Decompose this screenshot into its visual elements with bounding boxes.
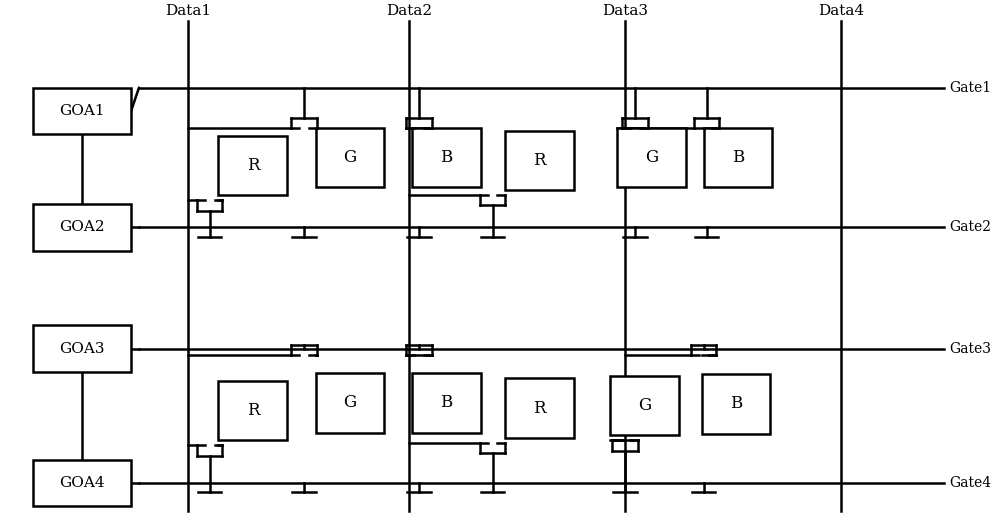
Text: G: G — [645, 149, 658, 166]
Text: G: G — [638, 397, 651, 414]
Text: Data3: Data3 — [602, 4, 648, 18]
Bar — [505, 378, 574, 438]
Bar — [505, 131, 574, 190]
Text: Data1: Data1 — [165, 4, 211, 18]
Text: B: B — [440, 149, 452, 166]
Bar — [218, 135, 287, 195]
Text: Data4: Data4 — [818, 4, 864, 18]
Text: Gate1: Gate1 — [949, 81, 991, 95]
Bar — [702, 374, 770, 434]
Text: B: B — [732, 149, 744, 166]
Bar — [316, 128, 384, 187]
Text: GOA1: GOA1 — [59, 104, 105, 118]
Bar — [33, 88, 131, 134]
Text: R: R — [247, 157, 259, 174]
Text: Gate2: Gate2 — [949, 220, 991, 234]
Bar — [704, 128, 772, 187]
Bar — [412, 128, 481, 187]
Text: B: B — [440, 394, 452, 412]
Bar — [617, 128, 686, 187]
Bar — [316, 373, 384, 433]
Bar — [610, 376, 679, 435]
Text: G: G — [344, 394, 357, 412]
Text: R: R — [247, 402, 259, 419]
Text: B: B — [730, 395, 742, 413]
Text: GOA2: GOA2 — [59, 220, 105, 234]
Bar — [33, 325, 131, 372]
Bar — [33, 204, 131, 251]
Bar — [33, 460, 131, 506]
Bar — [218, 381, 287, 440]
Bar — [412, 373, 481, 433]
Text: R: R — [533, 152, 546, 169]
Text: R: R — [533, 400, 546, 416]
Text: GOA3: GOA3 — [59, 342, 105, 356]
Text: Gate3: Gate3 — [949, 342, 991, 356]
Text: Gate4: Gate4 — [949, 476, 991, 490]
Text: GOA4: GOA4 — [59, 476, 105, 490]
Text: Data2: Data2 — [386, 4, 432, 18]
Text: G: G — [344, 149, 357, 166]
